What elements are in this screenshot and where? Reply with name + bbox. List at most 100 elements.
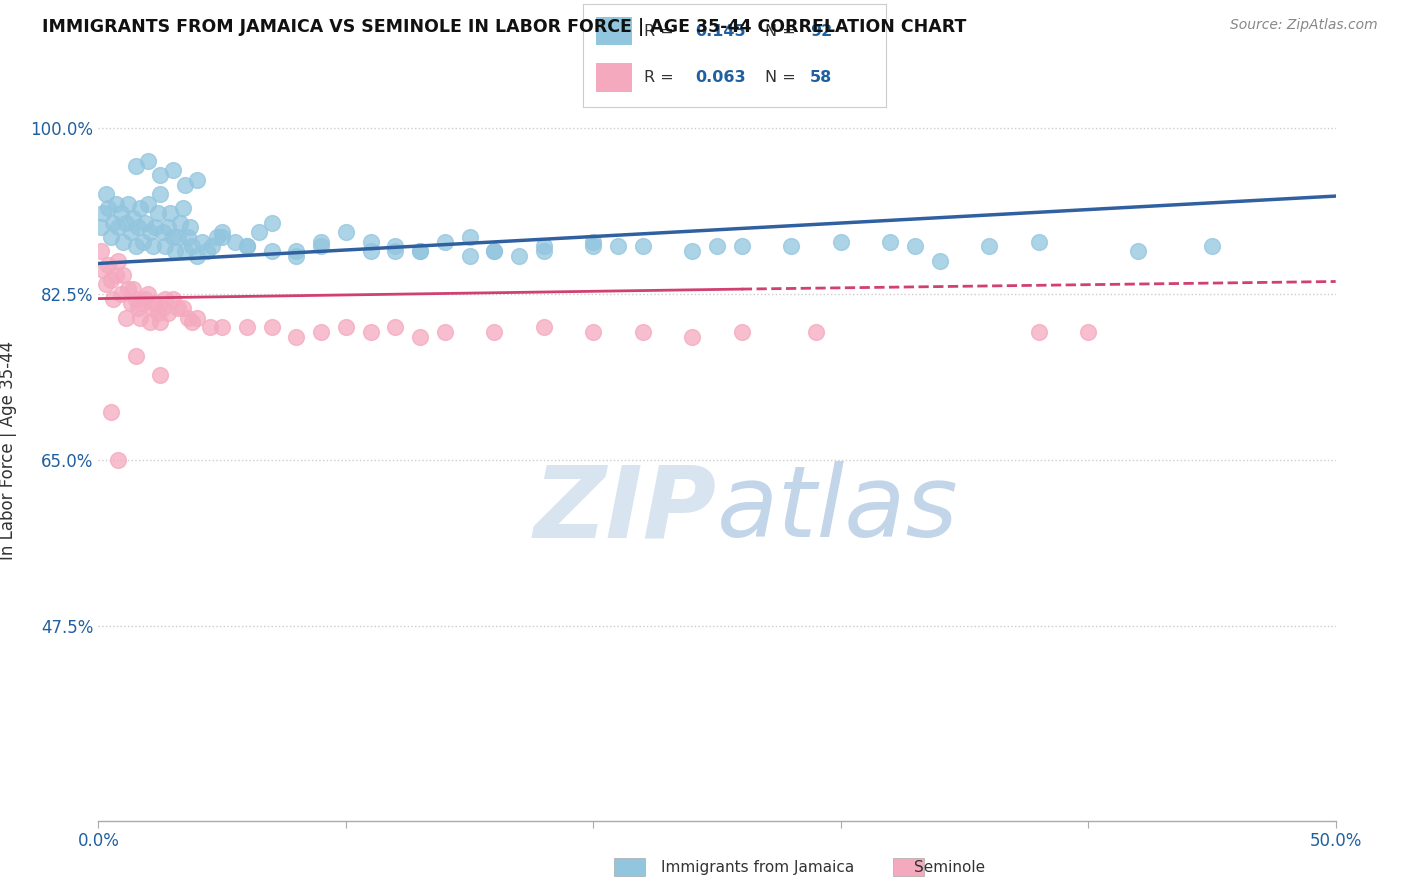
Point bbox=[681, 244, 703, 259]
Point bbox=[681, 329, 703, 343]
Point bbox=[117, 282, 139, 296]
Point bbox=[205, 230, 228, 244]
Point bbox=[146, 206, 169, 220]
Point bbox=[174, 178, 197, 192]
Point bbox=[201, 239, 224, 253]
Point bbox=[384, 239, 406, 253]
Point bbox=[458, 249, 481, 263]
Text: 0.145: 0.145 bbox=[696, 23, 747, 38]
Point bbox=[247, 225, 270, 239]
Point bbox=[104, 268, 127, 282]
Point bbox=[112, 268, 135, 282]
Text: N =: N = bbox=[765, 23, 801, 38]
Point bbox=[117, 196, 139, 211]
Bar bbox=[596, 63, 631, 92]
Point bbox=[731, 325, 754, 339]
Point bbox=[100, 230, 122, 244]
Point bbox=[149, 168, 172, 182]
Point bbox=[124, 159, 146, 173]
Point bbox=[484, 325, 506, 339]
Text: 0.063: 0.063 bbox=[696, 70, 747, 85]
Point bbox=[285, 244, 308, 259]
Point bbox=[979, 239, 1001, 253]
Text: R =: R = bbox=[644, 23, 679, 38]
Point bbox=[195, 244, 218, 259]
Point bbox=[360, 325, 382, 339]
Point bbox=[142, 239, 165, 253]
Point bbox=[409, 244, 432, 259]
Point bbox=[90, 220, 112, 235]
Point bbox=[132, 235, 155, 249]
Point bbox=[136, 196, 159, 211]
Point bbox=[186, 310, 208, 325]
Point bbox=[631, 239, 654, 253]
Point bbox=[127, 220, 149, 235]
Point bbox=[103, 292, 125, 306]
Point bbox=[309, 235, 332, 249]
Point bbox=[129, 310, 152, 325]
Point bbox=[285, 329, 308, 343]
Point bbox=[260, 216, 283, 230]
Point bbox=[114, 216, 136, 230]
Point bbox=[533, 239, 555, 253]
Y-axis label: In Labor Force | Age 35-44: In Labor Force | Age 35-44 bbox=[0, 341, 17, 560]
Point bbox=[136, 286, 159, 301]
Point bbox=[120, 225, 142, 239]
Point bbox=[107, 220, 129, 235]
Point bbox=[94, 187, 117, 202]
Point bbox=[136, 153, 159, 168]
Point bbox=[335, 225, 357, 239]
Point bbox=[162, 163, 184, 178]
Text: IMMIGRANTS FROM JAMAICA VS SEMINOLE IN LABOR FORCE | AGE 35-44 CORRELATION CHART: IMMIGRANTS FROM JAMAICA VS SEMINOLE IN L… bbox=[42, 18, 966, 36]
Point bbox=[211, 230, 233, 244]
Point bbox=[110, 206, 132, 220]
Point bbox=[176, 310, 198, 325]
Point bbox=[152, 301, 174, 315]
Point bbox=[285, 249, 308, 263]
Point bbox=[93, 263, 115, 277]
Point bbox=[162, 292, 184, 306]
Point bbox=[90, 244, 112, 259]
Point bbox=[124, 349, 146, 363]
Point bbox=[156, 220, 179, 235]
Point bbox=[97, 202, 120, 216]
Point bbox=[100, 405, 122, 419]
Point bbox=[186, 173, 208, 187]
Point bbox=[159, 206, 181, 220]
Point bbox=[94, 277, 117, 292]
Point bbox=[484, 244, 506, 259]
Point bbox=[122, 211, 145, 225]
Text: 92: 92 bbox=[810, 23, 832, 38]
Point bbox=[706, 239, 728, 253]
Point bbox=[155, 239, 177, 253]
Point bbox=[139, 225, 162, 239]
Point bbox=[236, 239, 259, 253]
Point bbox=[107, 453, 129, 467]
Point bbox=[236, 239, 259, 253]
Point bbox=[179, 220, 201, 235]
Point bbox=[124, 239, 146, 253]
Point bbox=[508, 249, 530, 263]
Point bbox=[879, 235, 901, 249]
Point bbox=[104, 196, 127, 211]
Point bbox=[156, 306, 179, 320]
Point bbox=[309, 239, 332, 253]
Point bbox=[1028, 325, 1050, 339]
Point bbox=[181, 315, 204, 329]
Point bbox=[409, 329, 432, 343]
Point bbox=[139, 315, 162, 329]
Point bbox=[582, 239, 605, 253]
Point bbox=[260, 244, 283, 259]
Point bbox=[146, 306, 169, 320]
Text: ZIP: ZIP bbox=[534, 461, 717, 558]
Point bbox=[458, 230, 481, 244]
Point bbox=[93, 206, 115, 220]
Point bbox=[124, 292, 146, 306]
Point bbox=[172, 301, 194, 315]
Point bbox=[122, 282, 145, 296]
Point bbox=[211, 225, 233, 239]
Point bbox=[731, 239, 754, 253]
Point bbox=[149, 315, 172, 329]
Point bbox=[904, 239, 927, 253]
Point bbox=[149, 187, 172, 202]
